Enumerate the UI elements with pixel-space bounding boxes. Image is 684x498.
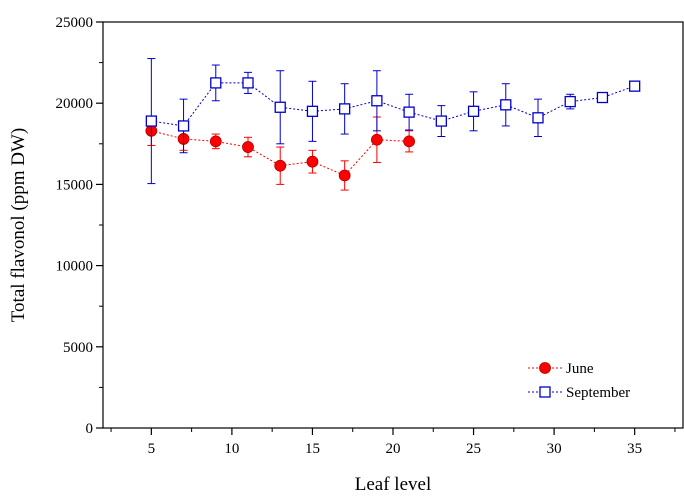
legend-label: June [566, 361, 594, 377]
y-tick-label: 10000 [56, 259, 94, 275]
legend-marker [539, 386, 551, 398]
y-tick-label: 20000 [56, 96, 94, 112]
data-point [274, 101, 286, 113]
data-point [467, 105, 480, 117]
y-tick-label: 5000 [63, 340, 93, 356]
data-point [435, 115, 447, 127]
x-tick-label: 5 [148, 441, 156, 457]
legend-item-june: June [528, 361, 594, 377]
x-tick-label: 20 [386, 441, 401, 457]
data-point [306, 105, 319, 117]
x-tick-label: 25 [466, 441, 481, 457]
data-point [532, 112, 544, 124]
data-point [339, 103, 351, 115]
series-layer [145, 58, 641, 191]
legend-item-september: September [528, 385, 630, 401]
data-point [177, 120, 190, 132]
series-september [145, 58, 641, 185]
data-point [242, 77, 254, 89]
x-tick-label: 10 [224, 441, 239, 457]
data-point [564, 95, 576, 108]
x-tick-label: 35 [627, 441, 642, 457]
data-point [596, 91, 609, 104]
y-axis-label: Total flavonol (ppm DW) [8, 128, 29, 322]
y-tick-label: 0 [86, 421, 94, 437]
data-point [209, 135, 222, 148]
x-axis-label: Leaf level [355, 474, 431, 495]
x-tick-label: 30 [547, 441, 562, 457]
data-point [306, 155, 319, 168]
data-point [210, 77, 222, 89]
data-point [274, 159, 287, 172]
data-point [242, 141, 254, 153]
x-tick-label: 15 [305, 441, 320, 457]
series-line [151, 130, 410, 177]
axes: 5 10 15 20 25 30 35 0 5000 10000 15000 20000 25000 [56, 15, 676, 457]
y-tick-label: 15000 [56, 177, 94, 193]
data-point [403, 135, 416, 148]
series-line [151, 82, 635, 127]
data-point [338, 169, 351, 182]
y-tick-label: 25000 [56, 15, 94, 31]
legend: June September [528, 361, 630, 401]
legend-label: September [566, 385, 630, 401]
data-point [145, 115, 157, 127]
legend-marker [539, 362, 551, 374]
data-point [403, 106, 415, 118]
data-point [371, 95, 383, 107]
data-point [629, 80, 641, 92]
plot-frame [102, 21, 684, 429]
data-point [370, 133, 383, 146]
data-point [500, 99, 512, 111]
